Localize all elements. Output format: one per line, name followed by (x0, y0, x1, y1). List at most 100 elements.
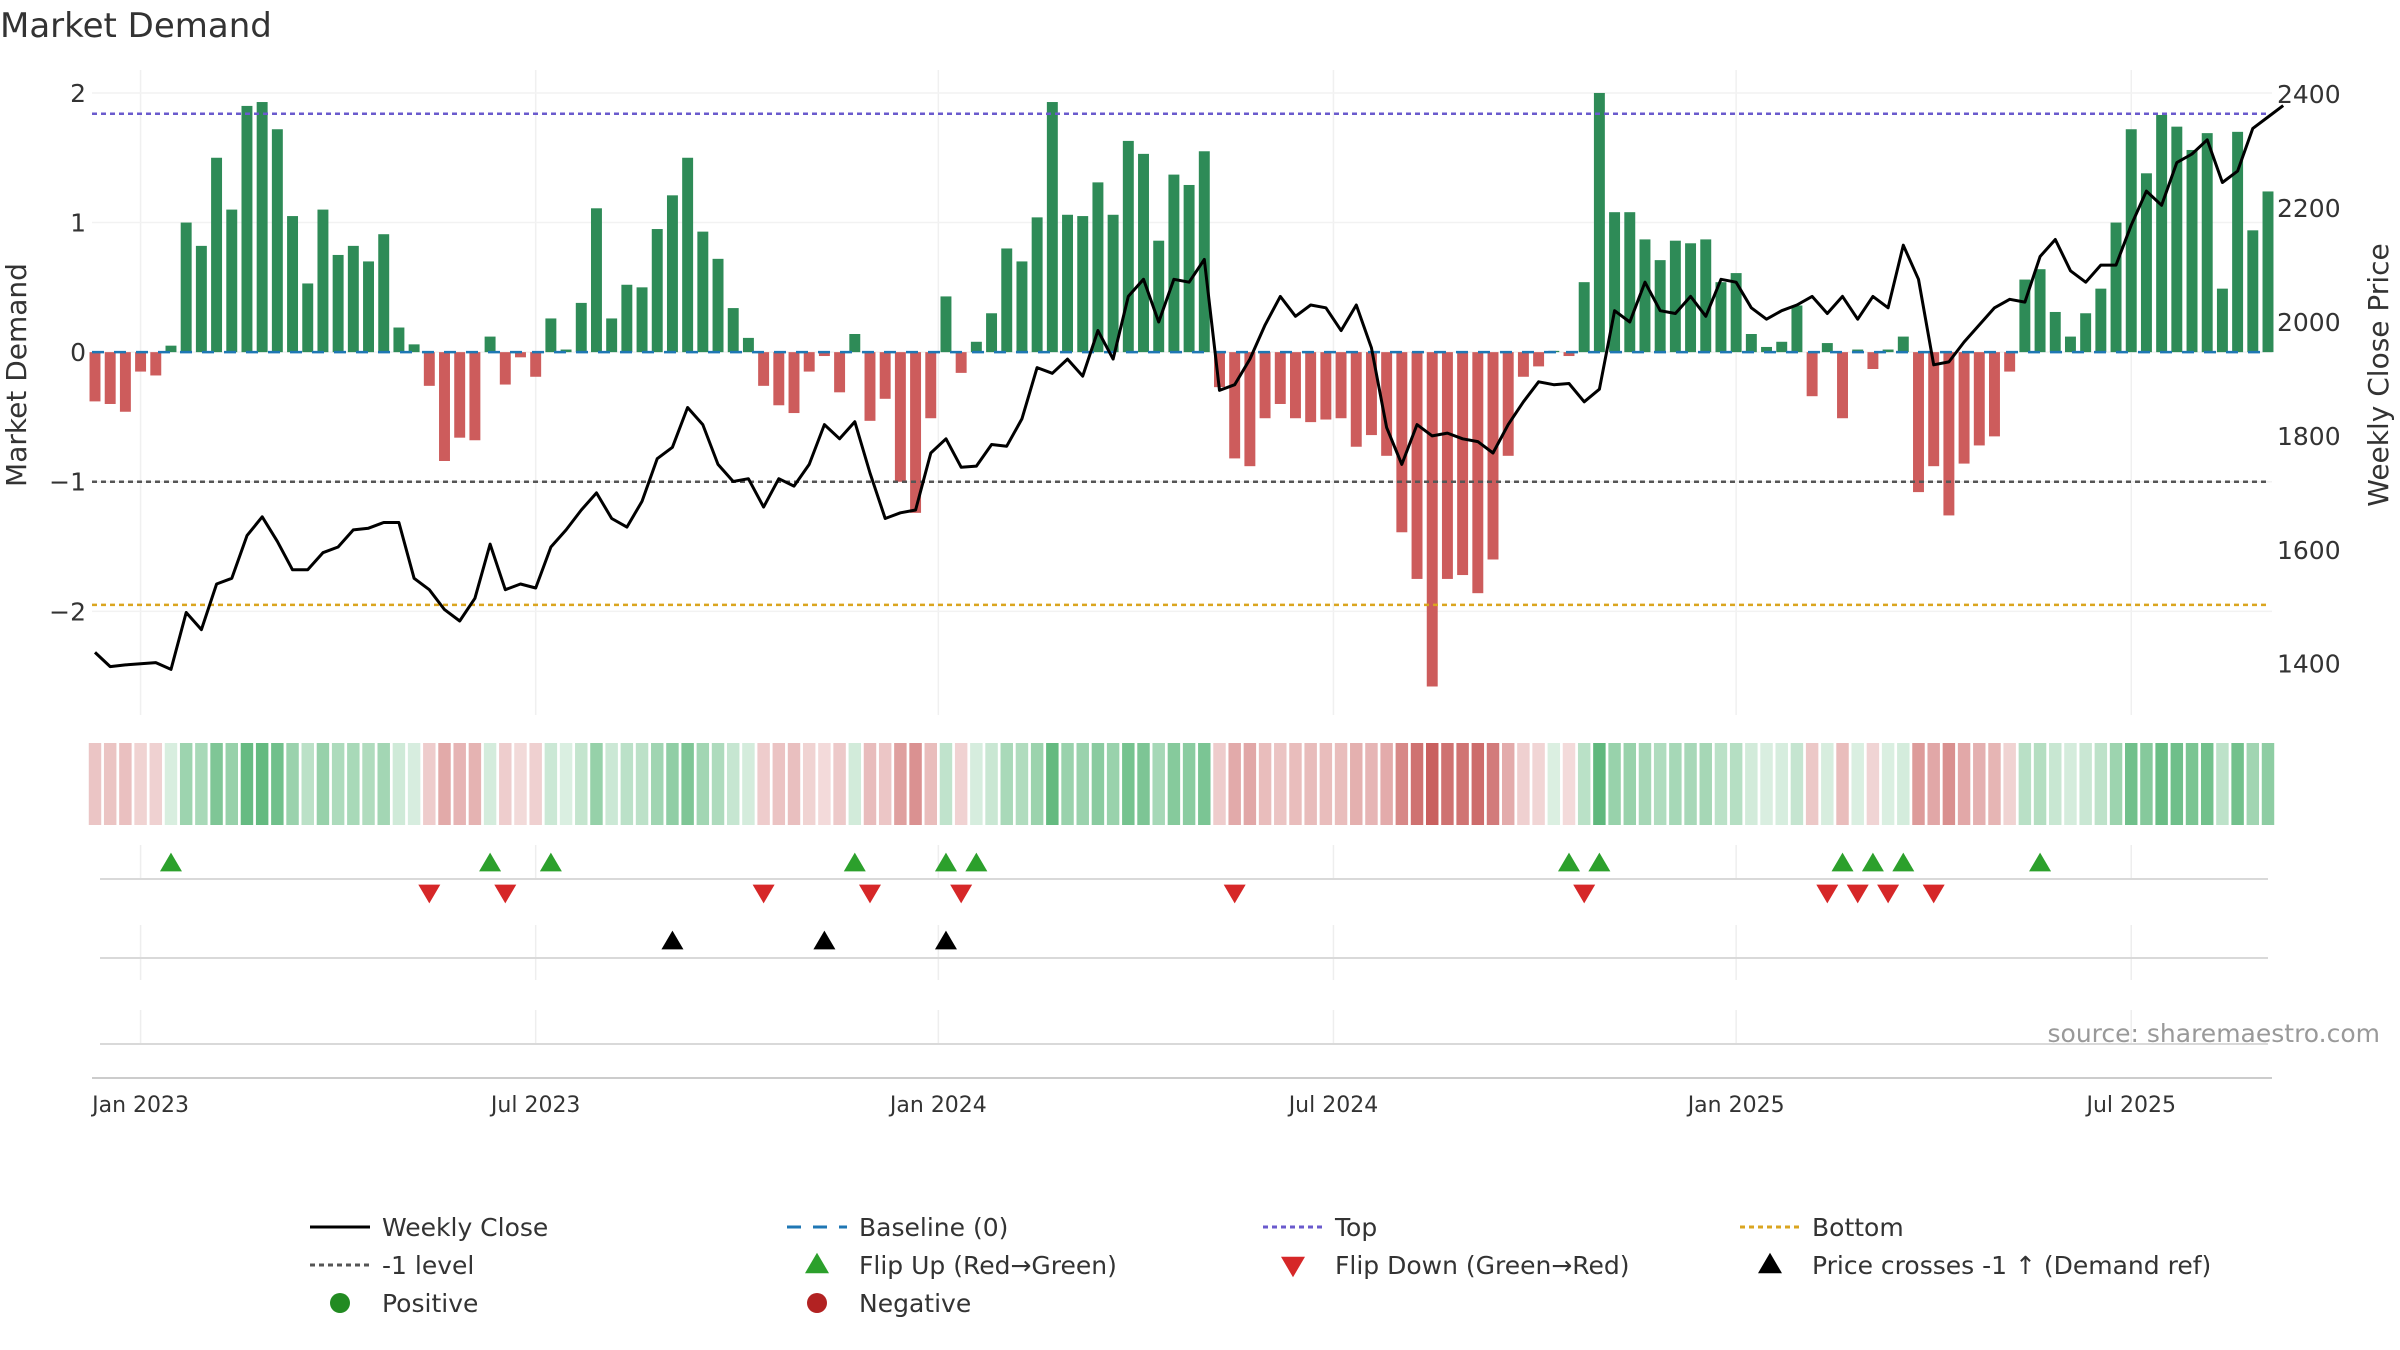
heat-cell (970, 743, 983, 825)
demand-bar (1973, 352, 1985, 446)
demand-bar (925, 352, 937, 419)
demand-bar (1533, 352, 1545, 367)
reference-lines (92, 112, 2270, 607)
demand-bar (271, 129, 283, 353)
heat-cell (2246, 743, 2260, 825)
heat-cell (605, 743, 618, 825)
demand-bar (818, 352, 830, 357)
demand-bar (986, 313, 998, 353)
demand-bar (1016, 261, 1028, 353)
demand-bar (1031, 217, 1043, 353)
demand-bar (2216, 288, 2228, 353)
demand-bar (1897, 336, 1909, 353)
demand-bar (393, 327, 405, 353)
heat-cell (711, 743, 725, 825)
heat-cell (2216, 743, 2229, 825)
demand-bar (1517, 352, 1529, 377)
flip-down-marker (418, 884, 441, 904)
demand-bar (1457, 352, 1469, 576)
heat-cell (377, 743, 390, 825)
demand-bar (636, 287, 648, 353)
demand-bar (1274, 352, 1286, 404)
demand-bar (119, 352, 131, 412)
demand-bar (1001, 248, 1013, 353)
demand-bar (347, 245, 359, 353)
heat-cell (1501, 743, 1515, 825)
flip-up-marker (479, 852, 502, 872)
demand-bar (439, 352, 450, 461)
heat-cell (1137, 743, 1150, 825)
demand-heat-strip (88, 743, 2275, 825)
heat-cell (149, 743, 163, 825)
demand-bar (651, 229, 663, 353)
heat-cell (1456, 743, 1469, 825)
demand-bar (834, 352, 846, 393)
heat-cell (1547, 743, 1561, 825)
heat-cell (1988, 743, 2001, 825)
demand-bar (2049, 311, 2061, 353)
demand-bar (150, 352, 162, 376)
heat-cell (1243, 743, 1257, 825)
demand-bar (2080, 313, 2092, 353)
demand-bar (894, 352, 906, 482)
heat-cell (1608, 743, 1621, 825)
heat-cell (1152, 743, 1165, 825)
heat-cell (1198, 743, 1211, 825)
demand-bar (697, 231, 709, 353)
heat-cell (407, 743, 421, 825)
heat-cell (681, 743, 694, 825)
heat-cell (286, 743, 299, 825)
chart-title: Market Demand (0, 6, 272, 46)
signal-markers (159, 852, 2052, 950)
demand-bar (454, 352, 466, 438)
heat-cell (1821, 743, 1834, 825)
heat-cell (179, 743, 193, 825)
heat-cell (1927, 743, 1940, 825)
legend-label: Negative (859, 1289, 971, 1318)
demand-bar (1837, 352, 1848, 419)
demand-bar (1381, 352, 1393, 456)
demand-bar (1821, 343, 1833, 353)
flip-down-marker (1573, 884, 1596, 904)
demand-bar (910, 352, 922, 513)
heat-cell (483, 743, 497, 825)
demand-bar (1669, 240, 1681, 353)
heat-cell (2018, 743, 2032, 825)
heat-cell (939, 743, 953, 825)
heat-cell (2155, 743, 2168, 825)
heat-cell (1061, 743, 1074, 825)
demand-bar (879, 352, 891, 399)
y-right-tick-label: 2200 (2277, 194, 2341, 223)
legend-item: Negative (807, 1289, 971, 1318)
heat-cell (635, 743, 649, 825)
heat-cell (1274, 743, 1287, 825)
demand-bar (1639, 239, 1651, 353)
heat-cell (1836, 743, 1849, 825)
flip-up-marker (843, 852, 866, 872)
heat-cell (240, 743, 254, 825)
heat-cell (2185, 743, 2199, 825)
x-tick-label: Jul 2023 (489, 1093, 581, 1118)
heat-cell (1805, 743, 1819, 825)
heat-cell (2261, 743, 2275, 825)
heat-cell (544, 743, 558, 825)
demand-bar (1852, 349, 1864, 353)
demand-bar (1472, 352, 1484, 594)
heat-cell (499, 743, 512, 825)
demand-bar (560, 349, 572, 353)
demand-bar (1335, 352, 1347, 419)
demand-bar (1776, 341, 1788, 353)
heat-cell (1957, 743, 1971, 825)
heat-cell (1729, 743, 1743, 825)
heat-cell (1942, 743, 1956, 825)
legend-item: Positive (330, 1289, 478, 1318)
demand-bar (1563, 352, 1575, 357)
heat-cell (468, 743, 482, 825)
heat-cell (2200, 743, 2214, 825)
legend-item: Top (1263, 1213, 1377, 1242)
demand-bar (2186, 149, 2198, 353)
demand-bar (2171, 126, 2183, 353)
legend-item: Bottom (1740, 1213, 1904, 1242)
demand-bar (682, 157, 694, 353)
